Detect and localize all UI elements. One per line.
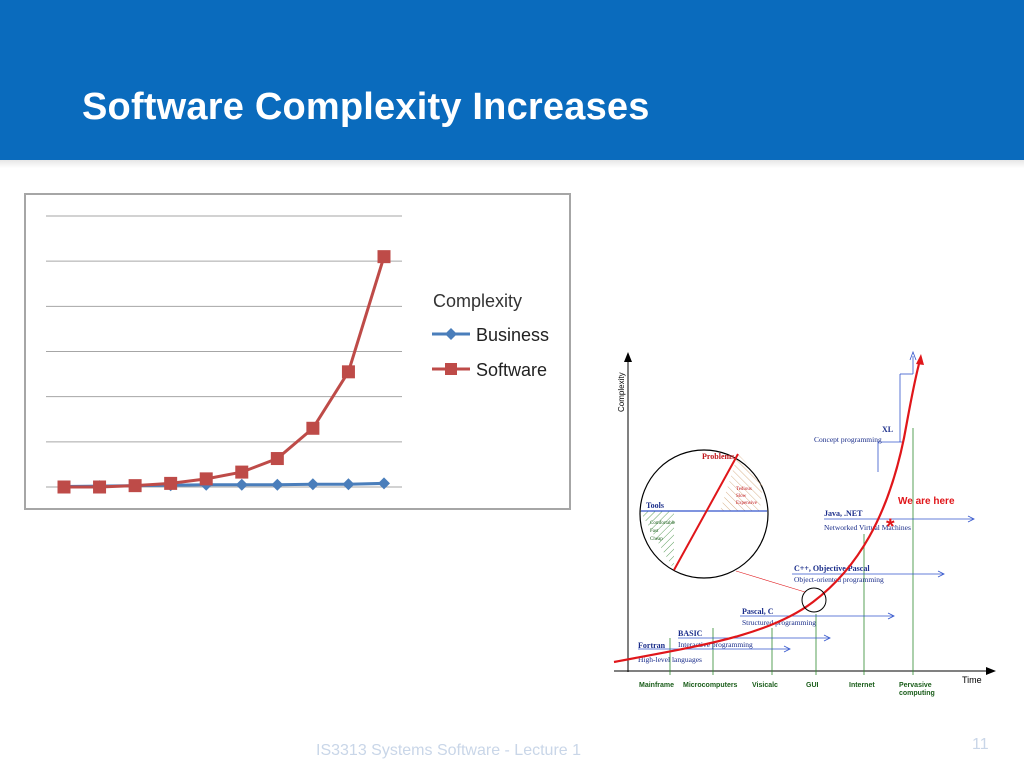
x-axis-label: Time (962, 675, 982, 685)
data-point-business (271, 478, 284, 491)
inset-tool-item: Comfortable (650, 521, 676, 526)
x-tick-label: Internet (849, 682, 875, 689)
inset-tool-item: Cheap (650, 537, 663, 542)
data-point-software (377, 250, 391, 264)
era-name: BASIC (678, 629, 703, 638)
footer-text: IS3313 Systems Software - Lecture 1 (316, 742, 582, 759)
y-axis-arrow (624, 352, 632, 362)
data-point-business (235, 478, 248, 491)
legend-software-label: Software (476, 360, 547, 380)
we-are-here-label: We are here (898, 496, 955, 507)
era-name: Fortran (638, 641, 666, 650)
zoom-ring (801, 587, 827, 613)
legend-title: Complexity (433, 291, 522, 311)
era-name: Java, .NET (824, 509, 863, 518)
zoom-line (735, 570, 806, 593)
data-point-software (235, 465, 249, 479)
data-point-software (199, 472, 213, 486)
era-desc: Interactive programming (678, 640, 753, 649)
inset-problem-item: Expensive (736, 501, 758, 506)
legend-software-marker (445, 363, 457, 375)
data-point-software (57, 480, 71, 494)
we-are-here-star: * (886, 514, 895, 539)
inset-problem-item: Tedious (736, 487, 752, 492)
data-point-business (378, 477, 390, 490)
era-arrows (638, 350, 975, 653)
era-desc: High-level languages (638, 655, 702, 664)
x-tick-label: Visicalc (752, 682, 778, 689)
era-desc: Networked Virtual Machines (824, 523, 911, 532)
legend-business-marker (445, 328, 457, 340)
data-point-software (93, 480, 107, 494)
data-point-software (341, 365, 355, 379)
y-axis-label: Complexity (617, 372, 626, 412)
data-point-software (270, 452, 284, 466)
data-point-software (306, 421, 320, 435)
inset-tool-item: Fast (650, 529, 659, 534)
era-name: XL (882, 425, 893, 434)
complexity-curve-arrow (916, 354, 924, 365)
x-tick-label: Mainframe (639, 682, 674, 689)
slide-title: Software Complexity Increases (82, 86, 650, 128)
title-bar-rule (0, 160, 1024, 168)
x-axis-arrow (986, 667, 996, 675)
complexity-curve (613, 359, 922, 664)
x-tick-label: Pervasive computing (899, 682, 935, 697)
era-name: C++, Objective Pascal (794, 564, 870, 573)
x-tick-label: Microcomputers (683, 682, 738, 689)
data-point-business (306, 478, 319, 491)
series-line-software (64, 256, 386, 489)
legend-business-label: Business (476, 325, 549, 345)
slide-number: 11 (972, 736, 989, 753)
inset-tools-label: Tools (646, 501, 664, 510)
inset-problem-item: Slow (736, 494, 747, 499)
complexity-line-chart: Complexity Business Software (24, 193, 571, 510)
x-tick-label: GUI (806, 682, 819, 689)
era-desc: Concept programming (814, 435, 882, 444)
title-bar (0, 0, 1024, 160)
complexity-evolution-diagram: Complexity Time Mainframe Microcomputers… (613, 350, 996, 697)
inset-problems-label: Problems (702, 452, 734, 461)
problems-tools-inset: Problems Tools Tedious Slow Expensive Co… (639, 449, 769, 579)
era-name: Pascal, C (742, 607, 774, 616)
data-point-business (342, 478, 355, 491)
data-point-software (128, 479, 142, 493)
data-point-software (164, 476, 178, 490)
